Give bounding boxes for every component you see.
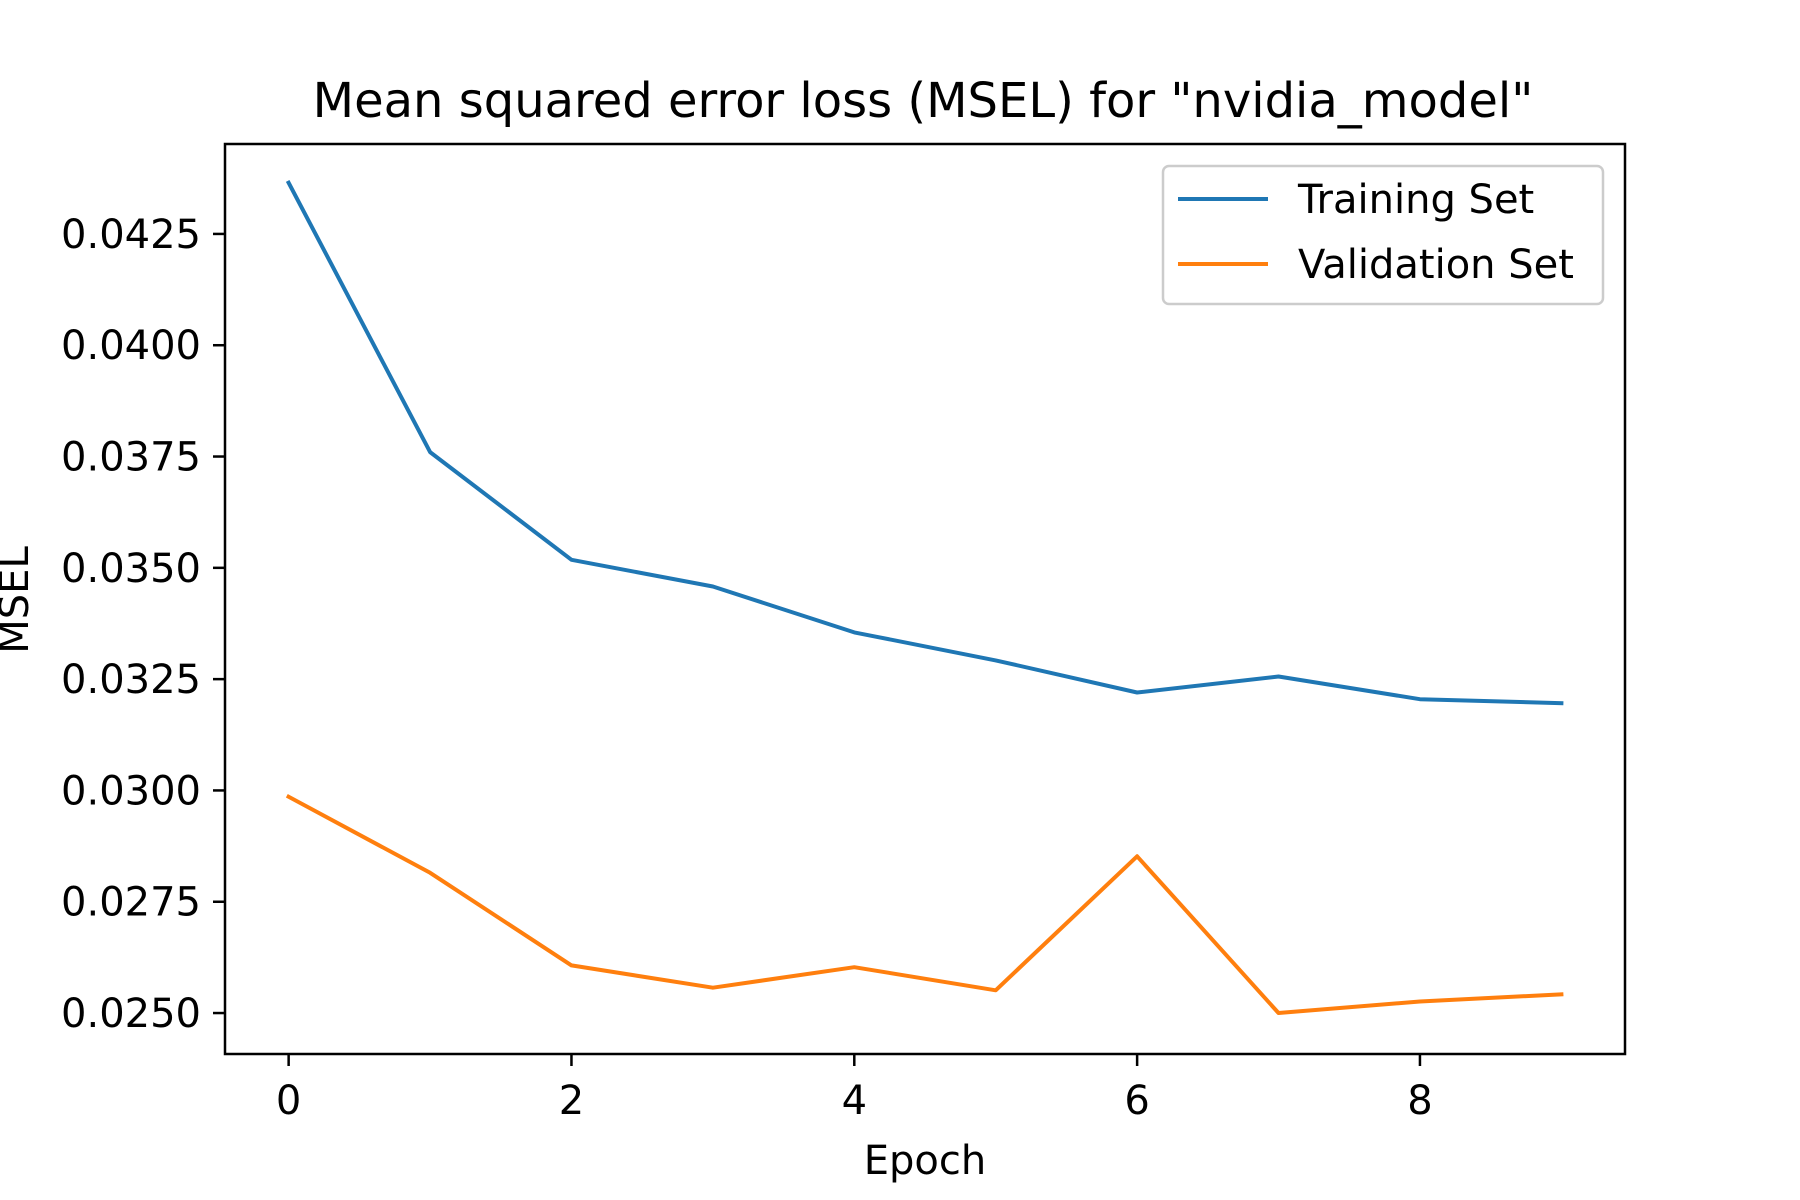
y-tick-label: 0.0400	[61, 323, 201, 369]
data-point	[1559, 992, 1563, 996]
x-tick-label: 6	[1124, 1078, 1149, 1124]
series-line-validation	[285, 793, 1564, 1015]
data-point	[287, 181, 291, 185]
data-point	[570, 963, 574, 967]
data-point	[1418, 1000, 1422, 1004]
data-point	[570, 558, 574, 562]
y-tick-label: 0.0375	[61, 435, 201, 481]
series-line-training	[285, 179, 1564, 706]
data-point	[852, 630, 856, 634]
y-tick-label: 0.0325	[61, 657, 201, 703]
data-point	[1277, 675, 1281, 679]
data-point	[428, 450, 432, 454]
y-tick-label: 0.0275	[61, 880, 201, 926]
legend: Training Set Validation Set	[1161, 164, 1605, 306]
y-axis: 0.0250 0.0275 0.0300 0.0325 0.0350 0.0375 0.04…	[61, 212, 225, 1037]
y-tick-label: 0.0350	[61, 546, 201, 592]
data-point	[1135, 854, 1139, 858]
x-axis: 0 2 4 6 8	[276, 1054, 1433, 1124]
legend-label-validation: Validation Set	[1298, 242, 1574, 288]
y-tick-label: 0.0300	[61, 768, 201, 814]
data-point	[852, 965, 856, 969]
x-tick-label: 8	[1407, 1078, 1432, 1124]
series-layer	[285, 179, 1564, 1015]
data-point	[994, 658, 998, 662]
data-point	[1559, 701, 1563, 705]
data-point	[711, 585, 715, 589]
chart-title: Mean squared error loss (MSEL) for "nvid…	[313, 73, 1534, 129]
y-axis-label: MSEL	[0, 546, 38, 654]
data-point	[1418, 697, 1422, 701]
data-point	[1277, 1011, 1281, 1015]
plot-frame	[223, 142, 1627, 1056]
data-point	[428, 871, 432, 875]
x-tick-label: 2	[559, 1078, 584, 1124]
data-point	[711, 986, 715, 990]
data-point	[1135, 691, 1139, 695]
data-point	[994, 988, 998, 992]
x-tick-label: 4	[842, 1078, 867, 1124]
legend-label-training: Training Set	[1297, 177, 1534, 223]
y-tick-label: 0.0250	[61, 991, 201, 1037]
x-axis-label: Epoch	[864, 1138, 986, 1184]
data-point	[287, 795, 291, 799]
x-tick-label: 0	[276, 1078, 301, 1124]
y-tick-label: 0.0425	[61, 212, 201, 258]
legend-box	[1161, 164, 1605, 306]
